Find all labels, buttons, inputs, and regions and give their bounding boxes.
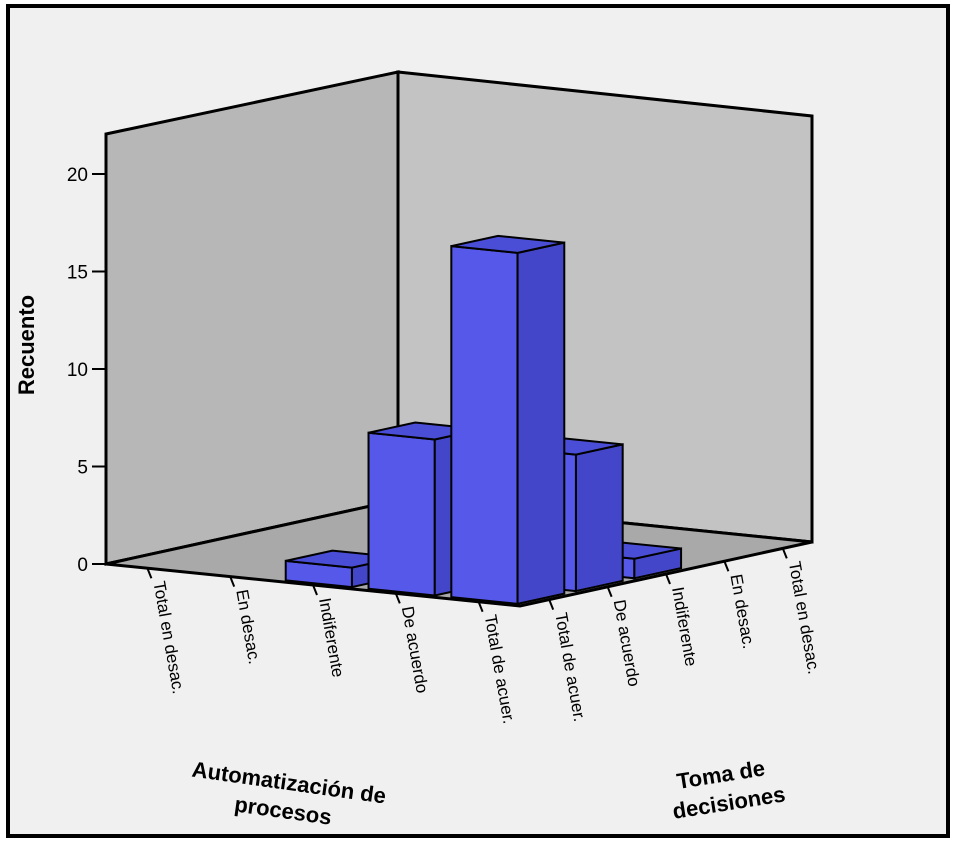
- x-tick-mark: [394, 593, 401, 604]
- z-tick-mark: [781, 548, 788, 559]
- z-category-label: Indiferente: [668, 585, 701, 667]
- x-category-label: De acuerdo: [398, 605, 432, 695]
- z-category-label: Total de acuer.: [551, 611, 589, 723]
- y-ticks: 0 5 10 15 20: [67, 165, 106, 576]
- left-wall: [104, 70, 400, 566]
- x-category-label: Total de acuer.: [481, 613, 519, 725]
- x-category-label: En desac.: [232, 588, 264, 666]
- bar-face: [450, 245, 519, 605]
- y-tick-label: 20: [67, 165, 88, 186]
- y-axis-title: Recuento: [14, 295, 39, 395]
- x-tick-mark: [477, 601, 484, 613]
- z-category-label: Total en desac.: [785, 560, 824, 676]
- z-tick-mark: [548, 599, 555, 610]
- x-category-label: Total en desac.: [149, 580, 188, 696]
- z-tick-mark: [606, 586, 613, 598]
- y-tick-label: 0: [77, 555, 88, 576]
- z-category-label: De acuerdo: [610, 598, 644, 688]
- y-tick-label: 5: [77, 458, 88, 479]
- z-tick-mark: [665, 573, 671, 585]
- z-category-label: En desac.: [726, 573, 758, 651]
- x-tick-mark: [312, 584, 318, 596]
- y-tick-label: 10: [67, 360, 88, 381]
- x-tick-mark: [146, 567, 153, 579]
- x-category-label: Indiferente: [315, 596, 348, 678]
- bar-face: [574, 443, 624, 593]
- bar: [450, 234, 566, 606]
- bar-face: [451, 234, 565, 254]
- bars: [284, 234, 683, 606]
- bar-face: [367, 431, 436, 597]
- bar-face: [516, 241, 566, 606]
- z-tick-mark: [723, 560, 730, 572]
- x-tick-mark: [229, 576, 236, 587]
- y-tick-label: 15: [67, 263, 88, 284]
